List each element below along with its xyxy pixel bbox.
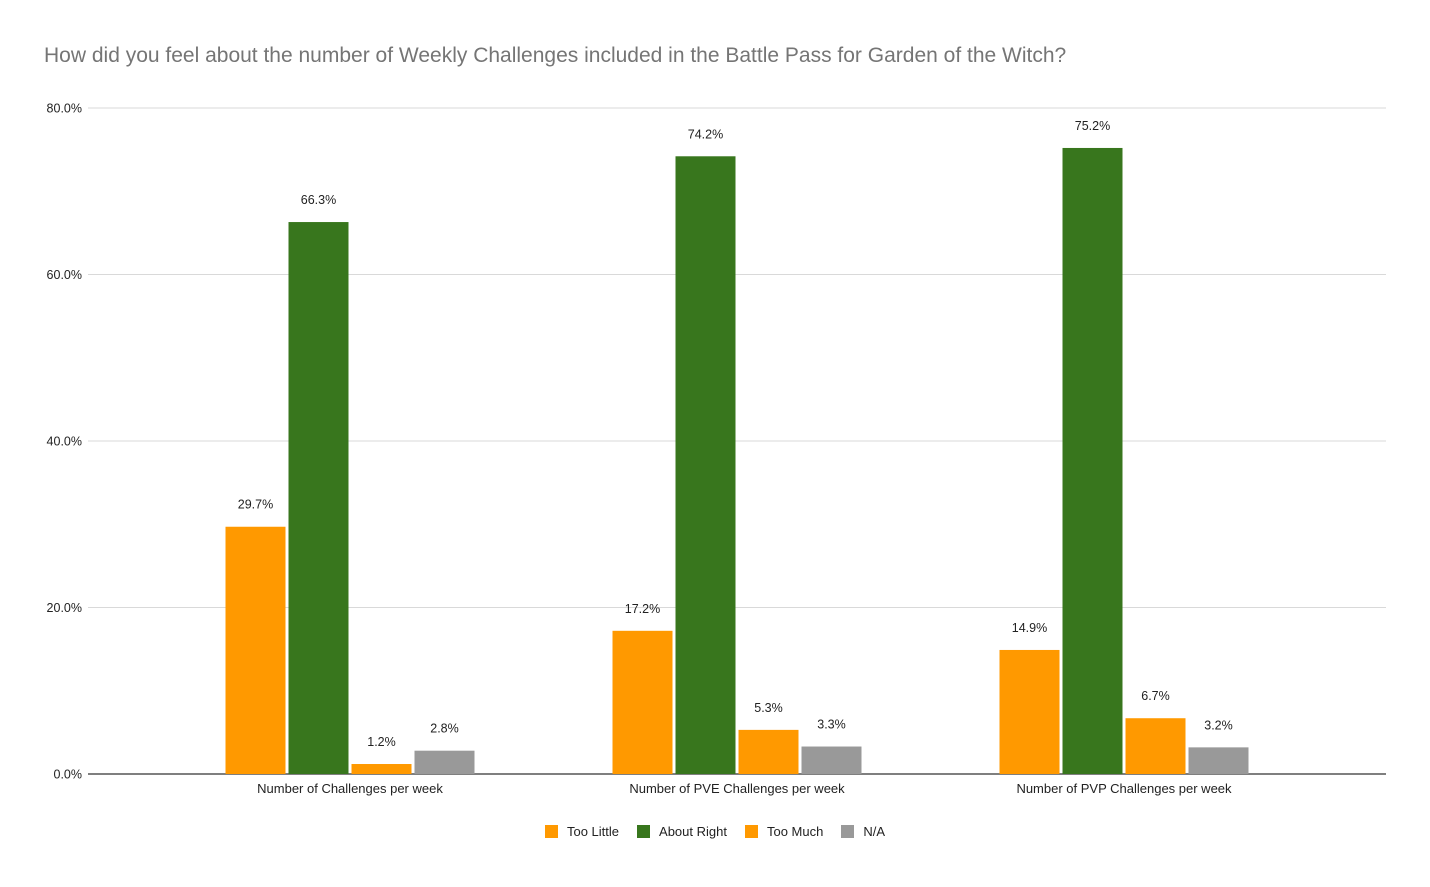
x-axis-categories: Number of Challenges per week Number of P… (257, 781, 1232, 796)
legend-item: N/A (841, 824, 885, 839)
bar-too-little-3 (999, 649, 1060, 774)
data-label: 6.7% (1141, 689, 1170, 703)
legend-swatch (544, 825, 558, 838)
data-label: 29.7% (238, 498, 273, 512)
data-label: 74.2% (688, 127, 723, 141)
chart-title: How did you feel about the number of Wee… (44, 44, 1067, 67)
legend-label: About Right (659, 824, 727, 839)
bar-about-right-3 (1062, 147, 1123, 774)
y-axis-ticks: 0.0% 20.0% 40.0% 60.0% 80.0% (47, 102, 82, 782)
data-label: 5.3% (754, 701, 783, 715)
legend-label: Too Little (566, 824, 620, 839)
legend-item: Too Much (744, 824, 824, 839)
x-category-label: Number of PVE Challenges per week (629, 781, 845, 796)
x-category-label: Number of PVP Challenges per week (1016, 781, 1232, 796)
x-category-label: Number of Challenges per week (257, 781, 443, 796)
bar-too-much-2 (738, 729, 799, 774)
bar-n-a-2 (801, 746, 862, 774)
bar-n-a-1 (414, 750, 475, 774)
data-label: 3.2% (1204, 718, 1233, 732)
legend-item: Too Little (544, 824, 620, 839)
bar-about-right-2 (675, 156, 736, 774)
y-tick-label: 40.0% (47, 435, 82, 449)
y-tick-label: 0.0% (54, 768, 83, 782)
legend-label: Too Much (766, 824, 824, 839)
bar-about-right-1 (288, 222, 349, 775)
data-label: 1.2% (367, 735, 396, 749)
data-label: 14.9% (1012, 621, 1047, 635)
bar-too-much-1 (351, 764, 412, 774)
y-tick-label: 60.0% (47, 268, 82, 282)
data-label: 3.3% (817, 718, 846, 732)
y-tick-label: 20.0% (47, 601, 82, 615)
bar-n-a-3 (1188, 747, 1249, 774)
legend-item: About Right (637, 824, 727, 839)
data-label: 17.2% (625, 602, 660, 616)
legend-swatch (841, 825, 855, 838)
bar-too-little-2 (612, 630, 673, 774)
legend-swatch (744, 825, 758, 838)
data-labels: 29.7% 66.3% 1.2% 2.8% 17.2% 74.2% 5.3% 3.3% 14.9… (238, 119, 1233, 749)
legend-swatch (637, 825, 651, 838)
data-label: 75.2% (1075, 119, 1110, 133)
y-tick-label: 80.0% (47, 102, 82, 116)
legend: Too Little About Right Too Much N/A (0, 824, 1430, 839)
bar-too-much-3 (1125, 718, 1186, 774)
bar-too-little-1 (225, 526, 286, 774)
bars (225, 147, 1249, 775)
data-label: 2.8% (430, 722, 459, 736)
data-label: 66.3% (301, 193, 336, 207)
legend-label: N/A (863, 824, 886, 839)
